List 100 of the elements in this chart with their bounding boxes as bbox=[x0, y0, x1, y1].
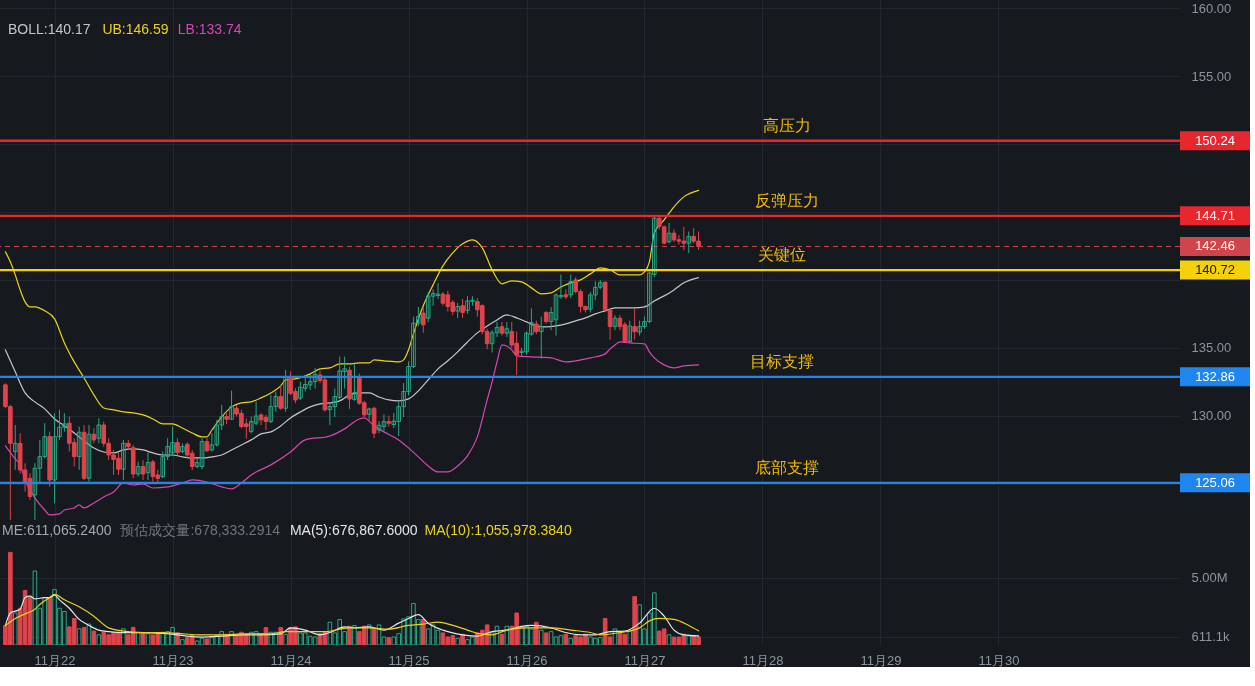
candlestick bbox=[352, 362, 357, 402]
bar bbox=[543, 632, 549, 645]
ref-line-label: 144.71 bbox=[1195, 207, 1235, 223]
bar bbox=[204, 638, 210, 645]
bar bbox=[243, 633, 249, 645]
candlestick bbox=[612, 314, 618, 331]
bar bbox=[135, 632, 141, 645]
bar bbox=[455, 637, 460, 645]
bar bbox=[376, 624, 382, 645]
x-tick-label: 11月27 bbox=[624, 652, 666, 668]
candlestick bbox=[627, 320, 633, 343]
bar bbox=[101, 632, 107, 645]
candlestick bbox=[150, 459, 156, 483]
bar bbox=[253, 631, 259, 645]
bar bbox=[199, 637, 205, 645]
candlestick bbox=[538, 316, 544, 360]
ref-line-label: 140.72 bbox=[1195, 262, 1235, 278]
candlestick bbox=[420, 306, 426, 334]
bar bbox=[666, 634, 672, 645]
bar bbox=[180, 639, 185, 645]
annotation: 高压力 bbox=[763, 116, 812, 134]
candlestick bbox=[686, 231, 692, 254]
bar bbox=[386, 637, 392, 645]
annotation: ME:611,065.2400 bbox=[2, 522, 112, 538]
candlestick bbox=[76, 426, 82, 471]
bar bbox=[81, 627, 87, 645]
annotation: 预估成交量:678,333.2914 bbox=[120, 522, 281, 538]
candlestick bbox=[140, 459, 146, 481]
bar bbox=[558, 635, 564, 645]
candlestick bbox=[96, 417, 102, 444]
y-tick-label: 155.00 bbox=[1191, 68, 1232, 84]
candlestick bbox=[121, 439, 126, 481]
candlestick bbox=[435, 282, 441, 300]
x-tick-label: 11月23 bbox=[152, 652, 194, 668]
ref-line-label: 142.46 bbox=[1195, 238, 1235, 254]
x-tick-label: 11月30 bbox=[978, 652, 1020, 668]
candlestick bbox=[386, 415, 392, 428]
bar bbox=[327, 621, 333, 645]
bar bbox=[686, 635, 692, 645]
bar bbox=[534, 621, 539, 645]
annotation: 反弹压力 bbox=[755, 191, 820, 209]
bar bbox=[420, 619, 426, 645]
candlestick bbox=[632, 307, 637, 341]
bar bbox=[268, 631, 274, 645]
bar bbox=[312, 636, 318, 645]
ref-line-label: 150.24 bbox=[1195, 132, 1235, 148]
text: LB:133.74 bbox=[177, 21, 242, 37]
bar bbox=[76, 628, 82, 645]
ref-line-label: 132.86 bbox=[1195, 368, 1235, 384]
bar bbox=[352, 625, 357, 645]
bar bbox=[229, 631, 234, 645]
bar bbox=[538, 629, 544, 645]
candlestick bbox=[199, 437, 205, 470]
annotation: 底部支撑 bbox=[755, 458, 820, 476]
bar bbox=[130, 626, 136, 645]
bar bbox=[32, 570, 38, 645]
bar bbox=[548, 631, 554, 645]
y-tick-label: 5.00M bbox=[1191, 570, 1228, 586]
bar bbox=[347, 625, 352, 645]
candlestick bbox=[676, 234, 682, 246]
bar bbox=[494, 625, 500, 645]
bar bbox=[86, 623, 92, 645]
candlestick bbox=[568, 273, 574, 299]
bar bbox=[568, 637, 574, 645]
bar bbox=[91, 630, 97, 645]
candlestick bbox=[666, 222, 672, 244]
bar bbox=[371, 628, 377, 645]
annotation: 目标支撑 bbox=[750, 352, 815, 370]
x-tick-label: 11月29 bbox=[860, 652, 902, 668]
bar bbox=[121, 628, 126, 645]
bar bbox=[563, 633, 569, 645]
text: BOLL:140.17 bbox=[8, 21, 91, 37]
bar bbox=[499, 633, 505, 645]
y-tick-label: 130.00 bbox=[1191, 408, 1232, 424]
candlestick bbox=[312, 367, 318, 390]
candlestick bbox=[460, 298, 465, 319]
text: MA(5):676,867.6000 bbox=[289, 522, 418, 538]
candlestick bbox=[86, 424, 92, 483]
candlestick bbox=[376, 420, 382, 434]
text: UB:146.59 bbox=[102, 21, 169, 37]
bar bbox=[194, 640, 200, 645]
candlestick bbox=[145, 452, 151, 481]
candlestick bbox=[243, 417, 249, 440]
bar bbox=[22, 590, 28, 645]
x-tick-label: 11月25 bbox=[388, 652, 430, 668]
bar bbox=[430, 624, 436, 645]
bar bbox=[632, 596, 637, 645]
bar bbox=[671, 636, 677, 645]
text: MA(10):1,055,978.3840 bbox=[424, 522, 572, 538]
bar bbox=[391, 636, 397, 645]
y-tick-label: 160.00 bbox=[1191, 0, 1232, 16]
bar bbox=[150, 634, 156, 645]
bar bbox=[676, 636, 682, 645]
candlestick bbox=[135, 461, 141, 478]
bar bbox=[440, 632, 446, 645]
bar bbox=[47, 597, 52, 645]
bar bbox=[361, 625, 367, 645]
bar bbox=[160, 631, 166, 645]
bar bbox=[627, 631, 633, 645]
y-tick-label: 611.1k bbox=[1191, 629, 1231, 645]
